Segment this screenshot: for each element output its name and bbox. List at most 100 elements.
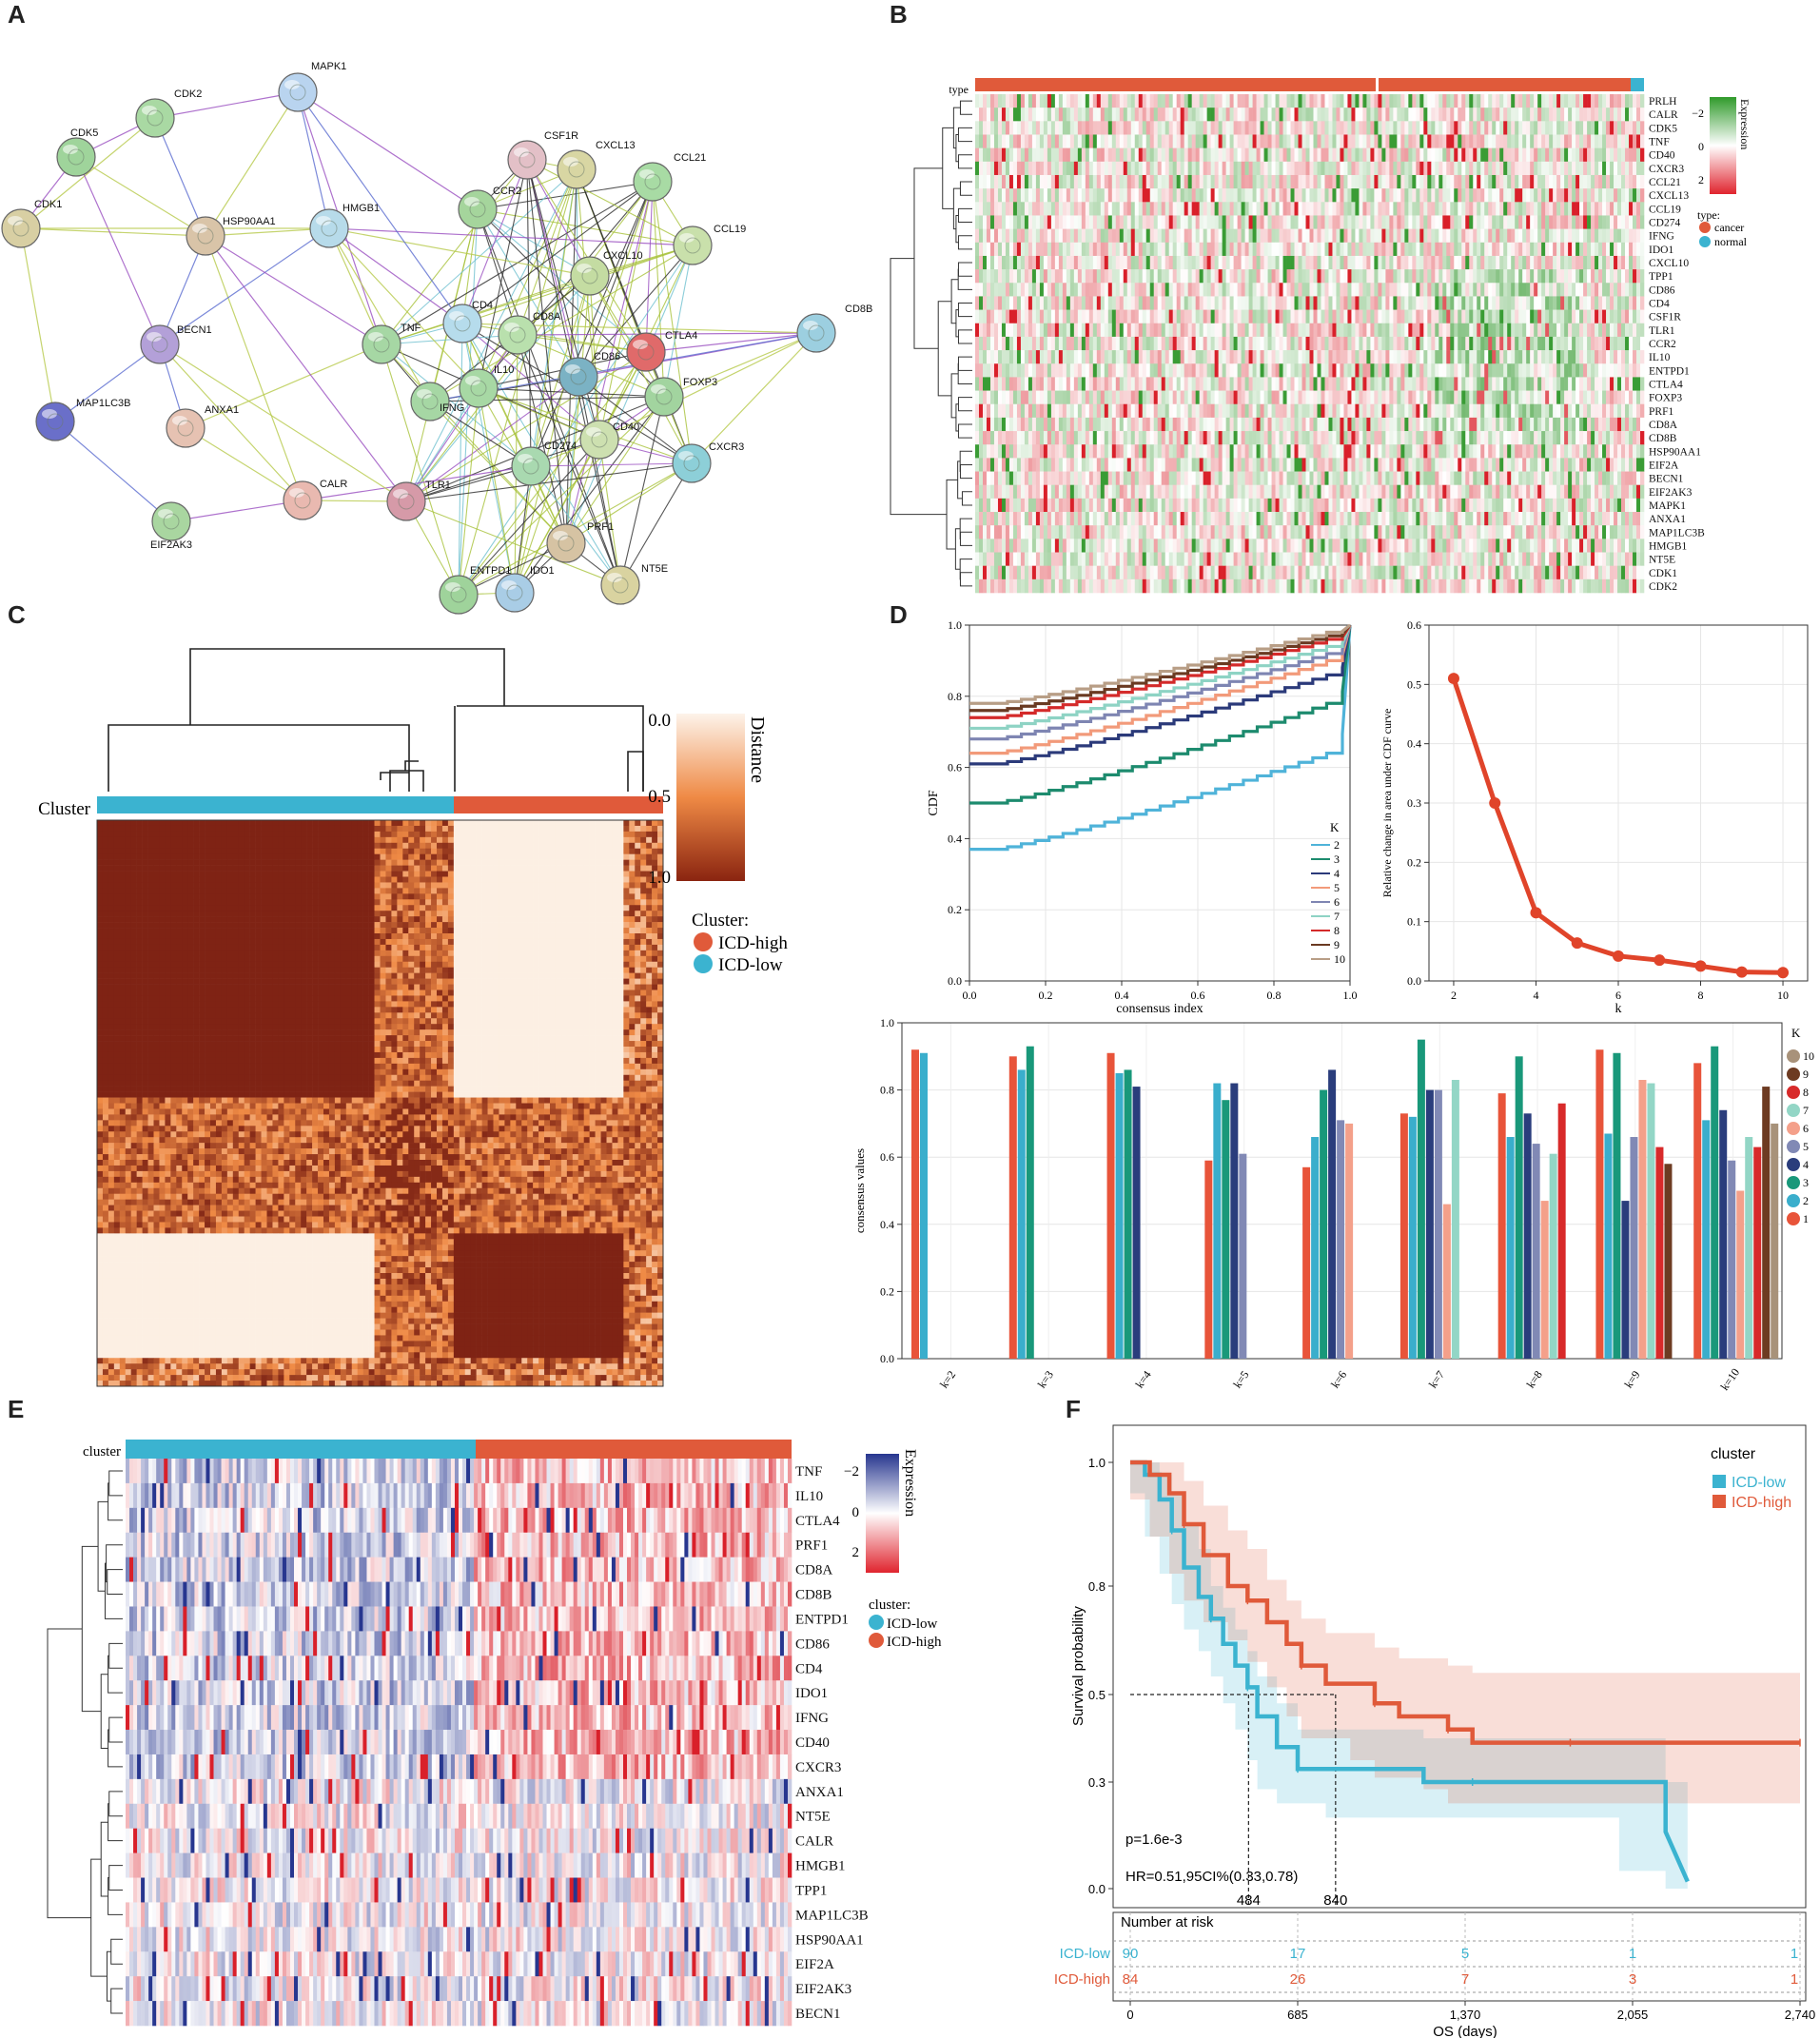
network-node-ccl21 [634,163,672,201]
heat-cell [1067,148,1070,162]
heat-cell [1120,94,1124,108]
heat-cell [1598,108,1602,121]
heat-cell [1621,162,1625,175]
heat-cell [1545,121,1549,134]
heat-cell [1207,175,1211,188]
heat-cell [1625,121,1629,134]
heat-cell [1063,175,1067,188]
heat-cell [1640,175,1644,188]
heat-cell [1461,94,1465,108]
type-bar-label: type [949,83,969,96]
heat-cell [1378,108,1381,121]
heat-cell [1477,175,1480,188]
heat-cell [1560,162,1564,175]
heat-cell [1101,121,1105,134]
network-node-label: IDO1 [530,565,555,577]
heat-cell [1526,175,1530,188]
heat-cell [1173,94,1177,108]
dendrogram-branch [947,480,958,549]
heat-cell [1051,94,1055,108]
heat-cell [1067,162,1070,175]
network-node-hmgb1 [310,209,348,247]
heat-cell [1556,134,1560,147]
heat-cell [1541,148,1545,162]
heat-cell [1215,162,1219,175]
heat-cell [1165,94,1169,108]
heat-cell [1124,94,1127,108]
heat-cell [1640,134,1644,147]
heat-cell [1324,148,1328,162]
heat-cell [1469,148,1473,162]
network-node-label: CDK5 [70,127,98,139]
heat-cell [1063,108,1067,121]
dendrogram-branch [960,559,972,579]
heat-cell [1511,108,1515,121]
network-node-label: CXCL10 [603,250,643,262]
heat-cell [1028,162,1032,175]
heat-cell [1207,148,1211,162]
heat-cell [1219,134,1223,147]
heat-cell [1272,94,1276,108]
heat-cell [1473,175,1477,188]
heat-cell [987,188,990,202]
heat-cell [1572,108,1575,121]
heat-cell [1458,94,1461,108]
heat-cell [1488,175,1492,188]
heat-cell [1564,108,1568,121]
heat-cell [1614,175,1617,188]
heat-cell [1442,108,1446,121]
heat-cell [1105,175,1108,188]
heat-cell [1257,134,1261,147]
heat-cell [1009,134,1013,147]
heat-cell [1124,162,1127,175]
heat-cell [1572,175,1575,188]
heat-cell [1097,148,1101,162]
heat-cell [1268,94,1272,108]
network-node-label: CDK1 [34,199,62,210]
heat-cell [1503,94,1507,108]
heat-cell [1321,148,1324,162]
heat-cell [1633,134,1636,147]
heat-cell [1465,134,1469,147]
heat-cell [1280,121,1283,134]
heat-cell [1078,121,1082,134]
heat-cell [1359,148,1362,162]
heat-cell [1108,121,1112,134]
heat-cell [1625,94,1629,108]
heat-cell [1181,162,1184,175]
heat-cell [998,94,1002,108]
heat-cell [1040,108,1044,121]
heat-cell [1366,148,1370,162]
heat-cell [1416,162,1419,175]
heat-cell [1317,148,1321,162]
heat-cell [1162,162,1165,175]
network-node-cxcl13 [558,150,596,188]
heat-cell [1636,175,1640,188]
dendrogram-branch [958,127,972,141]
heat-cell [1032,175,1036,188]
heat-cell [1591,134,1595,147]
heat-cell [1556,148,1560,162]
heat-cell [1234,94,1238,108]
heat-cell [1492,148,1496,162]
heat-cell [1223,148,1226,162]
heat-cell [1499,121,1503,134]
heat-cell [1287,148,1291,162]
heat-cell [1051,188,1055,202]
heat-cell [1089,134,1093,147]
heat-cell [1610,134,1614,147]
heat-cell [1636,108,1640,121]
heat-cell [1583,108,1587,121]
heat-cell [1503,148,1507,162]
heat-cell [1431,175,1435,188]
network-node-label: CD86 [594,351,620,363]
heat-cell [1226,94,1230,108]
network-edge [186,428,303,500]
heat-cell [1454,162,1458,175]
heat-cell [1287,134,1291,147]
heat-cell [983,94,987,108]
heat-cell [1438,94,1442,108]
heat-cell [1416,108,1419,121]
heat-cell [1549,108,1553,121]
heat-cell [1351,121,1355,134]
